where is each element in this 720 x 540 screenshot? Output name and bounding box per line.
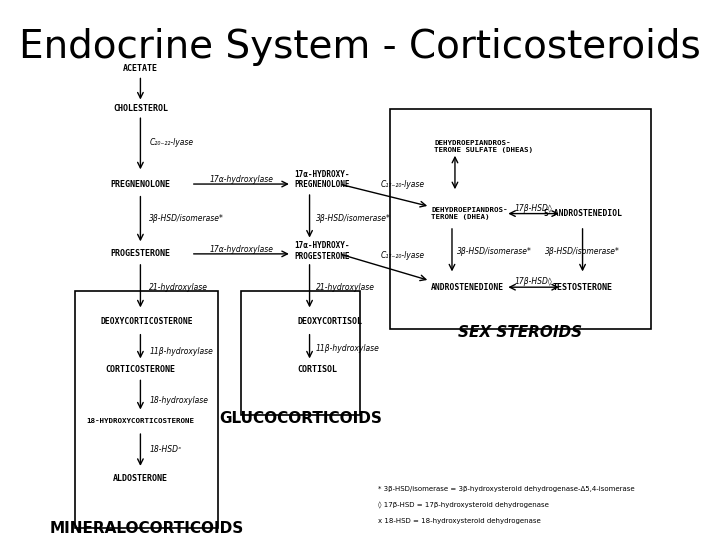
Text: 11β-hydroxylase: 11β-hydroxylase — [149, 347, 213, 356]
Text: 18-hydroxylase: 18-hydroxylase — [149, 395, 208, 404]
Text: TESTOSTERONE: TESTOSTERONE — [552, 283, 613, 292]
Text: C₁₇₋₂₀-lyase: C₁₇₋₂₀-lyase — [381, 179, 425, 188]
Text: x 18-HSD = 18-hydroxysteroid dehydrogenase: x 18-HSD = 18-hydroxysteroid dehydrogena… — [378, 518, 541, 524]
Text: DEHYDROEPIANDROS-
TERONE SULFATE (DHEAS): DEHYDROEPIANDROS- TERONE SULFATE (DHEAS) — [434, 140, 534, 153]
Text: PROGESTERONE: PROGESTERONE — [110, 249, 171, 258]
Text: 17α-hydroxylase: 17α-hydroxylase — [210, 245, 274, 254]
Text: Endocrine System - Corticosteroids: Endocrine System - Corticosteroids — [19, 28, 701, 66]
Text: DEOXYCORTICOSTERONE: DEOXYCORTICOSTERONE — [100, 316, 193, 326]
Text: 5 ANDROSTENEDIOL: 5 ANDROSTENEDIOL — [544, 209, 621, 218]
Text: * 3β-HSD/isomerase = 3β-hydroxysteroid dehydrogenase-Δ5,4-isomerase: * 3β-HSD/isomerase = 3β-hydroxysteroid d… — [378, 486, 634, 492]
Text: 17β-HSD◊: 17β-HSD◊ — [515, 278, 553, 286]
Text: ACETATE: ACETATE — [123, 64, 158, 73]
Text: 18-HYDROXYCORTICOSTERONE: 18-HYDROXYCORTICOSTERONE — [86, 418, 194, 424]
Bar — [241, 292, 360, 415]
Bar — [75, 292, 217, 528]
Text: 21-hydroxylase: 21-hydroxylase — [149, 283, 208, 292]
Text: 17α-HYDROXY-
PROGESTERONE: 17α-HYDROXY- PROGESTERONE — [294, 241, 350, 261]
Text: PREGNENOLONE: PREGNENOLONE — [110, 179, 171, 188]
Text: CORTISOL: CORTISOL — [297, 365, 338, 374]
Text: ALDOSTERONE: ALDOSTERONE — [113, 474, 168, 483]
Text: 3β-HSD/isomerase*: 3β-HSD/isomerase* — [545, 247, 620, 256]
Text: C₁₇₋₂₀-lyase: C₁₇₋₂₀-lyase — [381, 251, 425, 260]
Text: CORTICOSTERONE: CORTICOSTERONE — [105, 365, 176, 374]
Text: MINERALOCORTICOIDS: MINERALOCORTICOIDS — [49, 521, 243, 536]
Text: C₂₀₋₂₂-lyase: C₂₀₋₂₂-lyase — [149, 138, 194, 147]
Text: 18-HSDˣ: 18-HSDˣ — [149, 446, 181, 455]
Text: GLUCOCORTICOIDS: GLUCOCORTICOIDS — [219, 411, 382, 426]
Text: 3β-HSD/isomerase*: 3β-HSD/isomerase* — [315, 214, 390, 224]
Text: 17β-HSD◊: 17β-HSD◊ — [515, 204, 553, 213]
Text: CHOLESTEROL: CHOLESTEROL — [113, 104, 168, 113]
Text: 11β-hydroxylase: 11β-hydroxylase — [315, 345, 379, 354]
Text: 3β-HSD/isomerase*: 3β-HSD/isomerase* — [149, 214, 224, 224]
Text: 17α-hydroxylase: 17α-hydroxylase — [210, 176, 274, 184]
Text: ◊ 17β-HSD = 17β-hydroxysteroid dehydrogenase: ◊ 17β-HSD = 17β-hydroxysteroid dehydroge… — [378, 502, 549, 509]
Text: 3β-HSD/isomerase*: 3β-HSD/isomerase* — [456, 247, 531, 256]
Text: DEOXYCORTISOL: DEOXYCORTISOL — [297, 316, 363, 326]
Text: 17α-HYDROXY-
PREGNENOLONE: 17α-HYDROXY- PREGNENOLONE — [294, 170, 350, 190]
Text: ANDROSTENEDIONE: ANDROSTENEDIONE — [431, 283, 504, 292]
Text: 21-hydroxylase: 21-hydroxylase — [315, 283, 374, 292]
Text: DEHYDROEPIANDROS-
TERONE (DHEA): DEHYDROEPIANDROS- TERONE (DHEA) — [431, 207, 508, 220]
Text: SEX STEROIDS: SEX STEROIDS — [458, 325, 582, 340]
Bar — [390, 109, 651, 329]
